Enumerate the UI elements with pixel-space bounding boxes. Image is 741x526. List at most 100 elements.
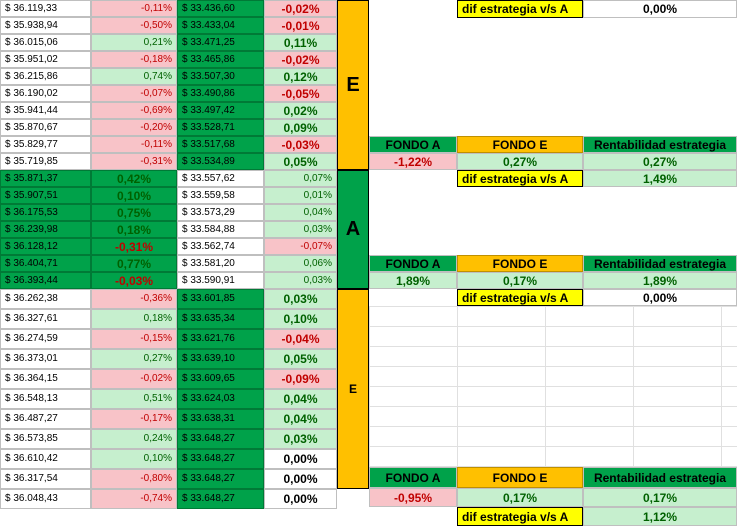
- row-14-col-4: -0,07%: [264, 238, 337, 255]
- row-15-col-1: $ 36.404,71: [0, 255, 91, 272]
- block3-fondo-a: -0,95%: [369, 488, 457, 507]
- row-6-col-4: 0,02%: [264, 102, 337, 119]
- block2-fondo-e: 0,17%: [457, 272, 583, 289]
- row-19-col-2: -0,15%: [91, 329, 177, 349]
- row-9-col-2: -0,31%: [91, 153, 177, 170]
- header-fondo-e-1: FONDO E: [457, 136, 583, 153]
- row-18-col-1: $ 36.327,61: [0, 309, 91, 329]
- row-3-col-2: -0,18%: [91, 51, 177, 68]
- row-24-col-2: 0,24%: [91, 429, 177, 449]
- row-7-col-3: $ 33.528,71: [177, 119, 264, 136]
- row-14-col-1: $ 36.128,12: [0, 238, 91, 255]
- row-2-col-2: 0,21%: [91, 34, 177, 51]
- row-3-col-3: $ 33.465,86: [177, 51, 264, 68]
- header-fondo-e-2: FONDO E: [457, 255, 583, 272]
- row-21-col-4: -0,09%: [264, 369, 337, 389]
- row-18-col-3: $ 33.635,34: [177, 309, 264, 329]
- row-6-col-3: $ 33.497,42: [177, 102, 264, 119]
- header-rent-2: Rentabilidad estrategia: [583, 255, 737, 272]
- row-1-col-2: -0,50%: [91, 17, 177, 34]
- block2-dif-label: dif estrategia v/s A: [457, 289, 583, 306]
- row-16-col-2: -0,03%: [91, 272, 177, 289]
- group-letter-e-bottom: E: [337, 289, 369, 489]
- row-0-col-3: $ 33.436,60: [177, 0, 264, 17]
- row-8-col-4: -0,03%: [264, 136, 337, 153]
- row-11-col-3: $ 33.559,58: [177, 187, 264, 204]
- top-dif-value: 0,00%: [583, 0, 737, 18]
- block1-rent: 0,27%: [583, 153, 737, 170]
- row-6-col-1: $ 35.941,44: [0, 102, 91, 119]
- row-8-col-3: $ 33.517,68: [177, 136, 264, 153]
- block1-dif-value: 1,49%: [583, 170, 737, 187]
- row-24-col-1: $ 36.573,85: [0, 429, 91, 449]
- row-17-col-3: $ 33.601,85: [177, 289, 264, 309]
- row-21-col-1: $ 36.364,15: [0, 369, 91, 389]
- row-10-col-2: 0,42%: [91, 170, 177, 187]
- row-3-col-4: -0,02%: [264, 51, 337, 68]
- row-23-col-4: 0,04%: [264, 409, 337, 429]
- row-27-col-4: 0,00%: [264, 489, 337, 509]
- row-9-col-4: 0,05%: [264, 153, 337, 170]
- row-22-col-4: 0,04%: [264, 389, 337, 409]
- row-20-col-1: $ 36.373,01: [0, 349, 91, 369]
- row-27-col-2: -0,74%: [91, 489, 177, 509]
- row-12-col-4: 0,04%: [264, 204, 337, 221]
- row-25-col-4: 0,00%: [264, 449, 337, 469]
- header-fondo-a-3: FONDO A: [369, 467, 457, 488]
- row-20-col-2: 0,27%: [91, 349, 177, 369]
- row-18-col-2: 0,18%: [91, 309, 177, 329]
- row-26-col-4: 0,00%: [264, 469, 337, 489]
- row-20-col-4: 0,05%: [264, 349, 337, 369]
- group-letter-e-top: E: [337, 0, 369, 170]
- row-5-col-2: -0,07%: [91, 85, 177, 102]
- row-11-col-4: 0,01%: [264, 187, 337, 204]
- block3-rent: 0,17%: [583, 488, 737, 507]
- group-letter-a: A: [337, 170, 369, 289]
- row-19-col-1: $ 36.274,59: [0, 329, 91, 349]
- row-22-col-3: $ 33.624,03: [177, 389, 264, 409]
- row-12-col-3: $ 33.573,29: [177, 204, 264, 221]
- row-15-col-2: 0,77%: [91, 255, 177, 272]
- row-4-col-4: 0,12%: [264, 68, 337, 85]
- row-10-col-3: $ 33.557,62: [177, 170, 264, 187]
- row-13-col-1: $ 36.239,98: [0, 221, 91, 238]
- row-13-col-2: 0,18%: [91, 221, 177, 238]
- row-11-col-1: $ 35.907,51: [0, 187, 91, 204]
- row-23-col-3: $ 33.638,31: [177, 409, 264, 429]
- row-26-col-1: $ 36.317,54: [0, 469, 91, 489]
- row-1-col-1: $ 35.938,94: [0, 17, 91, 34]
- block3-fondo-e: 0,17%: [457, 488, 583, 507]
- row-24-col-3: $ 33.648,27: [177, 429, 264, 449]
- row-21-col-3: $ 33.609,65: [177, 369, 264, 389]
- row-20-col-3: $ 33.639,10: [177, 349, 264, 369]
- row-26-col-2: -0,80%: [91, 469, 177, 489]
- row-14-col-3: $ 33.562,74: [177, 238, 264, 255]
- row-21-col-2: -0,02%: [91, 369, 177, 389]
- row-1-col-4: -0,01%: [264, 17, 337, 34]
- row-7-col-1: $ 35.870,67: [0, 119, 91, 136]
- block1-fondo-a: -1,22%: [369, 153, 457, 170]
- row-22-col-1: $ 36.548,13: [0, 389, 91, 409]
- row-17-col-4: 0,03%: [264, 289, 337, 309]
- row-16-col-1: $ 36.393,44: [0, 272, 91, 289]
- row-22-col-2: 0,51%: [91, 389, 177, 409]
- row-24-col-4: 0,03%: [264, 429, 337, 449]
- row-16-col-3: $ 33.590,91: [177, 272, 264, 289]
- row-17-col-1: $ 36.262,38: [0, 289, 91, 309]
- header-fondo-a-2: FONDO A: [369, 255, 457, 272]
- row-26-col-3: $ 33.648,27: [177, 469, 264, 489]
- row-7-col-2: -0,20%: [91, 119, 177, 136]
- header-rent-1: Rentabilidad estrategia: [583, 136, 737, 153]
- row-9-col-3: $ 33.534,89: [177, 153, 264, 170]
- block3-dif-value: 1,12%: [583, 507, 737, 526]
- empty-grid-area: [369, 306, 737, 467]
- row-25-col-3: $ 33.648,27: [177, 449, 264, 469]
- row-2-col-1: $ 36.015,06: [0, 34, 91, 51]
- row-27-col-3: $ 33.648,27: [177, 489, 264, 509]
- block1-fondo-e: 0,27%: [457, 153, 583, 170]
- header-fondo-a-1: FONDO A: [369, 136, 457, 153]
- row-19-col-4: -0,04%: [264, 329, 337, 349]
- row-25-col-1: $ 36.610,42: [0, 449, 91, 469]
- row-8-col-2: -0,11%: [91, 136, 177, 153]
- row-5-col-3: $ 33.490,86: [177, 85, 264, 102]
